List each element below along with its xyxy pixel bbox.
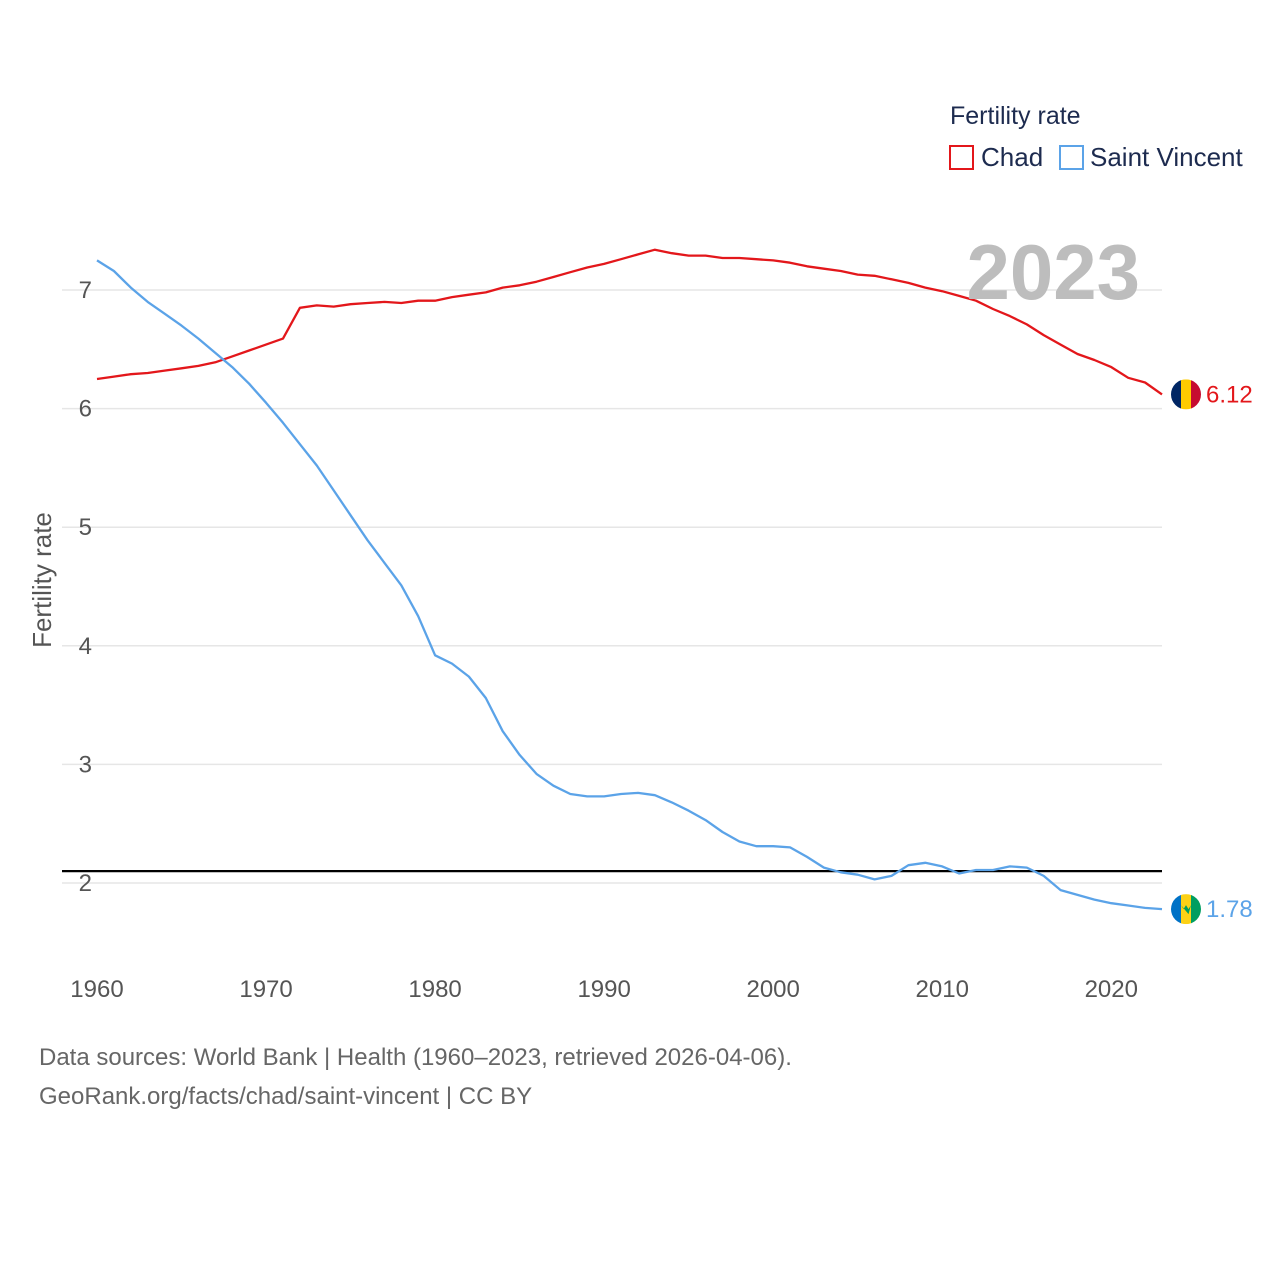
flag-icon-saint-vincent (1171, 894, 1201, 925)
legend-label-chad: Chad (981, 142, 1043, 172)
y-tick-label: 4 (79, 633, 92, 660)
footer-link[interactable]: GeoRank.org/facts/chad/saint-vincent | C… (39, 1083, 533, 1110)
x-tick-label: 2010 (916, 976, 969, 1003)
series-lines (96, 248, 1163, 911)
x-tick-label: 1990 (577, 976, 630, 1003)
legend-swatch-saint-vincent (1059, 145, 1084, 170)
x-tick-labels: 1960 1970 1980 1990 2000 2010 2020 (70, 976, 1138, 1003)
legend: Fertility rate Chad Saint Vincent (949, 102, 1244, 172)
y-tick-labels: 2 3 4 5 6 7 (79, 277, 92, 897)
flag-icon-chad (1171, 379, 1201, 410)
end-markers: 6.12 1.78 (1171, 379, 1253, 925)
y-tick-label: 2 (79, 870, 92, 897)
y-tick-label: 3 (79, 751, 92, 778)
end-value-label-saint-vincent: 1.78 (1206, 896, 1253, 923)
legend-label-saint-vincent: Saint Vincent (1090, 142, 1244, 172)
legend-item-chad[interactable]: Chad (949, 142, 1043, 172)
x-tick-label: 1960 (70, 976, 123, 1003)
y-tick-label: 7 (79, 277, 92, 304)
legend-swatch-chad (949, 145, 974, 170)
legend-title: Fertility rate (950, 102, 1081, 130)
series-line-saint-vincent (96, 259, 1163, 911)
legend-item-saint-vincent[interactable]: Saint Vincent (1059, 142, 1244, 172)
y-tick-label: 5 (79, 514, 92, 541)
footer-sources: Data sources: World Bank | Health (1960–… (39, 1044, 792, 1071)
y-tick-label: 6 (79, 396, 92, 423)
y-gridlines (62, 289, 1162, 884)
current-year-label: 2023 (966, 228, 1140, 316)
x-tick-label: 2000 (746, 976, 799, 1003)
x-tick-label: 1980 (408, 976, 461, 1003)
series-line-chad (96, 248, 1163, 396)
end-value-label-chad: 6.12 (1206, 381, 1253, 408)
y-axis-title: Fertility rate (27, 512, 57, 648)
x-tick-label: 1970 (239, 976, 292, 1003)
x-tick-label: 2020 (1085, 976, 1138, 1003)
